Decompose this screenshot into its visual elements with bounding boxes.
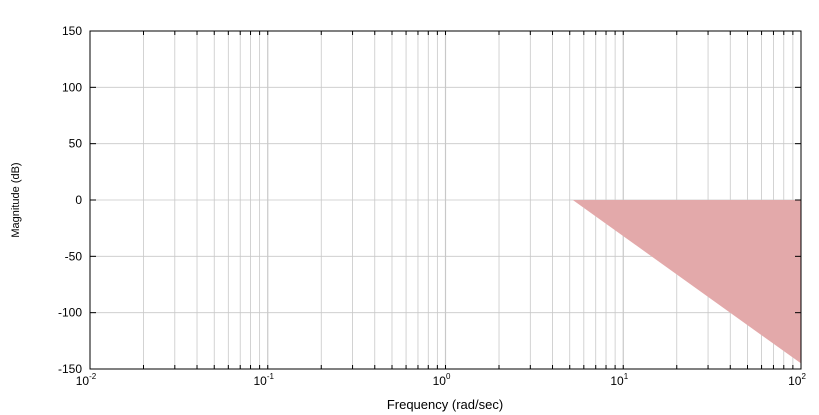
y-tick-labels: 150 100 50 0 -50 -100 -150 [58, 24, 82, 376]
x-tick-exponent: 2 [801, 372, 806, 381]
shaded-region-layer [572, 200, 801, 364]
x-tick-base: 10 [254, 374, 268, 388]
y-tick-label: 50 [69, 137, 83, 151]
x-tick-label: 100 [433, 372, 451, 388]
tick-marks [90, 30, 801, 370]
x-tick-label: 10-2 [76, 372, 97, 388]
y-tick-label: -100 [58, 306, 82, 320]
x-tick-base: 10 [76, 374, 90, 388]
x-tick-label: 102 [788, 372, 806, 388]
y-tick-label: 100 [62, 80, 82, 94]
x-tick-base: 10 [788, 374, 802, 388]
x-tick-exponent: 0 [446, 372, 451, 381]
x-tick-exponent: 1 [624, 372, 629, 381]
y-tick-label: 150 [62, 24, 82, 38]
x-tick-base: 10 [610, 374, 624, 388]
x-tick-exponent: -1 [267, 372, 275, 381]
x-tick-label: 10-1 [254, 372, 275, 388]
x-tick-base: 10 [433, 374, 447, 388]
x-tick-labels: 10-2 10-1 100 101 102 [76, 372, 807, 388]
x-tick-label: 101 [610, 372, 628, 388]
y-tick-label: -150 [58, 362, 82, 376]
y-axis-label: Magnitude (dB) [10, 162, 22, 237]
x-tick-exponent: -2 [89, 372, 97, 381]
shaded-region [572, 200, 801, 364]
plot-frame [89, 30, 802, 370]
y-tick-label: -50 [65, 249, 83, 263]
x-axis-label: Frequency (rad/sec) [387, 397, 503, 412]
y-tick-label: 0 [75, 193, 82, 207]
